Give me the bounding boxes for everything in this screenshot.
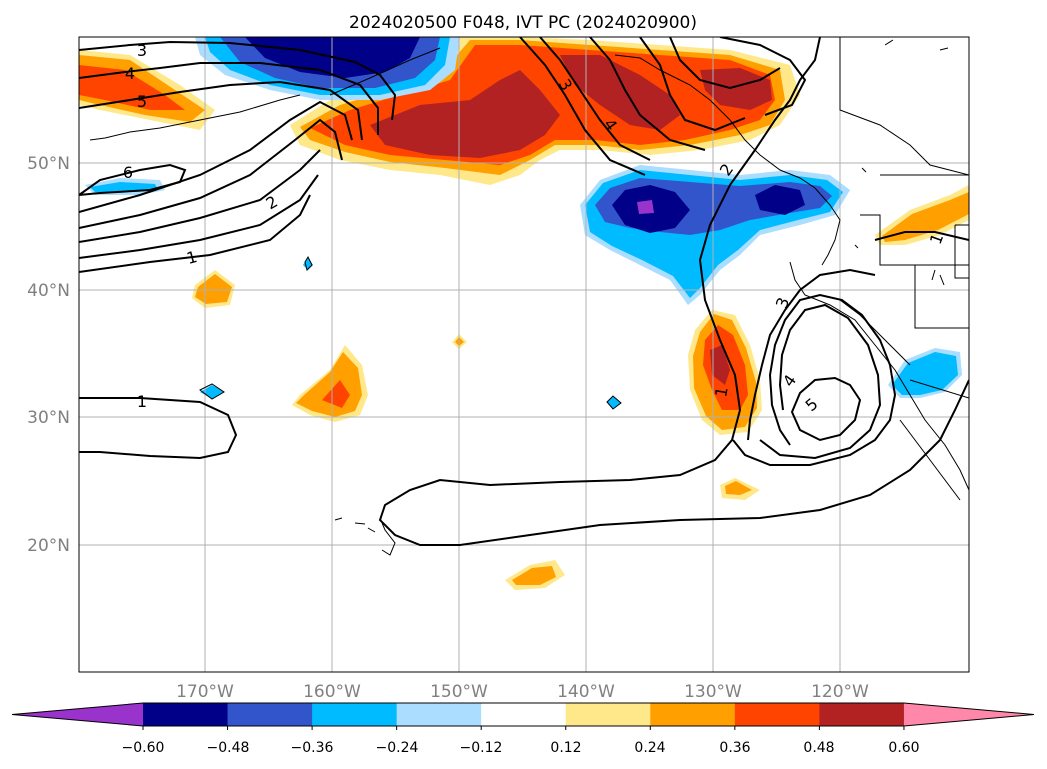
map-area: 3 4 5 6 2 1 1 3 4 2 1 3 4 5 1: [79, 37, 969, 672]
lon-label: 160°W: [303, 682, 361, 702]
colorbar-segment: [396, 703, 482, 726]
negative-ivt-shading: [85, 37, 962, 409]
contour-label: 1: [184, 247, 199, 268]
lon-label: 170°W: [176, 682, 234, 702]
map-title: 2024020500 F048, IVT PC (2024020900): [349, 13, 697, 33]
latitude-labels: 50°N 40°N 30°N 20°N: [27, 154, 70, 556]
lon-label: 150°W: [430, 682, 488, 702]
colorbar-segments: [11, 702, 1035, 730]
contour-lines: [79, 37, 969, 546]
colorbar-tick-label: 0.12: [550, 740, 581, 756]
colorbar-extend-max: [903, 703, 1034, 726]
colorbar-segment: [734, 703, 820, 726]
colorbar-segment: [819, 703, 905, 726]
lon-label: 140°W: [557, 682, 615, 702]
colorbar-extend-min: [12, 703, 143, 726]
lon-label: 130°W: [684, 682, 742, 702]
lat-label: 30°N: [27, 408, 70, 428]
longitude-labels: 170°W 160°W 150°W 140°W 130°W 120°W: [176, 682, 869, 702]
colorbar-segment: [650, 703, 736, 726]
map-frame: [78, 36, 970, 673]
colorbar-tick-label: −0.24: [376, 740, 419, 756]
colorbar-segment: [481, 703, 567, 726]
colorbar-tick-label: 0.48: [803, 740, 834, 756]
colorbar-segment: [227, 703, 313, 726]
contour-label: 6: [123, 163, 133, 182]
lat-label: 40°N: [27, 281, 70, 301]
contour-label: 1: [711, 385, 731, 398]
colorbar-tick-label: 0.24: [634, 740, 665, 756]
colorbar-tick-label: −0.60: [122, 740, 165, 756]
colorbar-tick-label: −0.36: [291, 740, 334, 756]
lat-label: 20°N: [27, 536, 70, 556]
contour-label: 3: [137, 41, 147, 60]
colorbar-tick-label: −0.48: [207, 740, 250, 756]
colorbar-segment: [565, 703, 651, 726]
colorbar-segment: [143, 703, 229, 726]
contour-label: 4: [125, 64, 135, 83]
colorbar: −0.60 −0.48 −0.36 −0.24 −0.12 0.12 0.24 …: [11, 702, 1035, 756]
lat-label: 50°N: [27, 154, 70, 174]
contour-label: 1: [137, 392, 147, 411]
graticule: [79, 37, 969, 672]
colorbar-tick-label: 0.36: [719, 740, 750, 756]
colorbar-tick-label: −0.12: [460, 740, 503, 756]
colorbar-segment: [312, 703, 398, 726]
colorbar-tick-labels: −0.60 −0.48 −0.36 −0.24 −0.12 0.12 0.24 …: [122, 740, 920, 756]
contour-label: 5: [137, 92, 147, 111]
colorbar-tick-label: 0.60: [888, 740, 919, 756]
lon-label: 120°W: [811, 682, 869, 702]
